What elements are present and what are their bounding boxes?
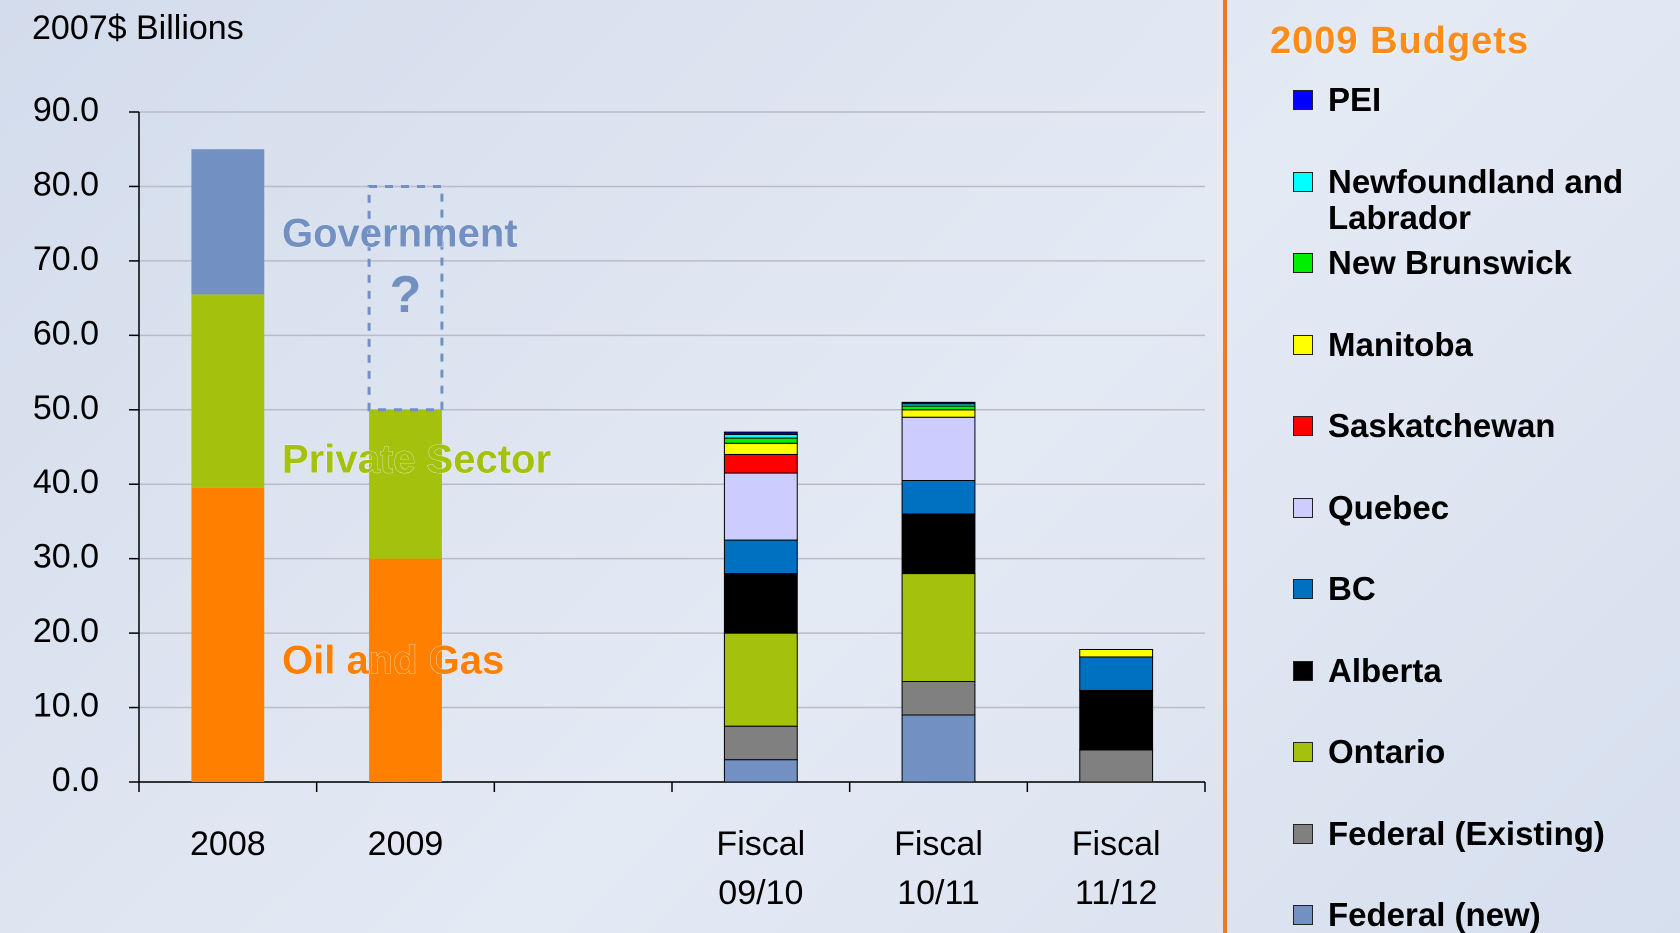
bar-segment bbox=[723, 453, 798, 474]
legend-swatch bbox=[1293, 497, 1313, 518]
legend-label: Alberta bbox=[1328, 651, 1442, 689]
legend-swatch bbox=[1293, 742, 1313, 762]
bar-segment bbox=[901, 405, 976, 411]
y-tick-label: 40.0 bbox=[33, 463, 99, 501]
legend-item: Newfoundland and Labrador bbox=[1293, 162, 1678, 237]
bar-segment bbox=[723, 442, 798, 455]
y-tick-label: 0.0 bbox=[52, 761, 99, 799]
bar-segment bbox=[901, 480, 976, 515]
legend-swatch bbox=[1293, 823, 1313, 844]
legend-label: Newfoundland and Labrador bbox=[1328, 162, 1624, 236]
bar-segment bbox=[191, 294, 265, 488]
legend-swatch bbox=[1293, 253, 1313, 273]
bar-segment bbox=[901, 409, 976, 418]
legend-item: New Brunswick bbox=[1293, 244, 1678, 281]
legend-label: BC bbox=[1328, 570, 1376, 607]
bar-segment bbox=[1079, 656, 1154, 691]
bar-segment bbox=[723, 759, 798, 783]
legend-swatch bbox=[1293, 579, 1313, 599]
legend-label: Federal (Existing) bbox=[1328, 814, 1605, 852]
series-label: Government bbox=[282, 212, 518, 256]
y-tick-label: 80.0 bbox=[33, 165, 99, 203]
legend-label: PEI bbox=[1328, 81, 1382, 118]
bar-segment bbox=[901, 416, 976, 482]
bar-segment bbox=[723, 472, 798, 541]
legend-swatch bbox=[1293, 660, 1313, 681]
legend-item: BC bbox=[1293, 570, 1678, 607]
legend-label: Federal (new) bbox=[1328, 896, 1541, 933]
bar-segment bbox=[1079, 648, 1154, 658]
bar-segment bbox=[723, 632, 798, 727]
legend-item: Alberta bbox=[1293, 651, 1678, 689]
y-tick-label: 70.0 bbox=[33, 240, 99, 278]
series-label: Oil and Gas bbox=[282, 639, 504, 683]
x-tick-label: Fiscal 09/10 bbox=[716, 825, 806, 913]
y-tick-label: 30.0 bbox=[33, 538, 99, 576]
legend-label: Saskatchewan bbox=[1328, 407, 1556, 444]
legend-item: PEI bbox=[1293, 81, 1678, 118]
bar-segment bbox=[901, 573, 976, 682]
legend-swatch bbox=[1293, 905, 1313, 925]
bar-segment bbox=[723, 437, 798, 444]
legend-label: New Brunswick bbox=[1328, 244, 1572, 281]
bar-segment bbox=[723, 573, 798, 634]
legend-label: Quebec bbox=[1328, 488, 1450, 526]
bar-segment bbox=[901, 681, 976, 716]
legend-item: Federal (new) bbox=[1293, 896, 1678, 933]
legend-item: Quebec bbox=[1293, 488, 1678, 526]
legend-item: Manitoba bbox=[1293, 325, 1678, 363]
bar-segment bbox=[723, 431, 798, 435]
y-axis-label: 2007$ Billions bbox=[32, 9, 244, 47]
bar-segment bbox=[723, 433, 798, 439]
legend-item: Federal (Existing) bbox=[1293, 814, 1678, 852]
x-tick-label: Fiscal 11/12 bbox=[1071, 825, 1161, 913]
bar-segment bbox=[901, 714, 976, 783]
bar-segment bbox=[723, 725, 798, 761]
series-label: Private Sector bbox=[282, 438, 551, 482]
bar-segment bbox=[901, 513, 976, 575]
y-tick-label: 50.0 bbox=[33, 389, 99, 427]
x-tick-label: Fiscal 10/11 bbox=[894, 825, 983, 913]
legend-label: Manitoba bbox=[1328, 325, 1473, 363]
y-tick-label: 60.0 bbox=[33, 314, 99, 352]
bar-segment bbox=[191, 487, 265, 782]
bar-segment bbox=[901, 401, 976, 405]
bar-segment bbox=[1079, 689, 1154, 751]
legend-swatch bbox=[1293, 334, 1313, 355]
x-tick-label: 2008 bbox=[190, 825, 266, 863]
bar-segment bbox=[723, 539, 798, 575]
legend-swatch bbox=[1293, 171, 1313, 192]
legend-item: Ontario bbox=[1293, 733, 1678, 770]
legend-swatch bbox=[1293, 90, 1313, 110]
y-tick-label: 10.0 bbox=[33, 687, 99, 725]
y-tick-label: 90.0 bbox=[33, 91, 99, 129]
bar-segment bbox=[191, 149, 265, 295]
legend-title: 2009 Budgets bbox=[1270, 20, 1530, 62]
legend-label: Ontario bbox=[1328, 733, 1446, 770]
legend-swatch bbox=[1293, 416, 1313, 436]
bar-segment bbox=[1079, 749, 1154, 783]
y-tick-label: 20.0 bbox=[33, 612, 99, 650]
x-tick-label: 2009 bbox=[367, 825, 444, 863]
bar-segment bbox=[369, 558, 442, 782]
legend-item: Saskatchewan bbox=[1293, 407, 1678, 444]
bar-segment bbox=[369, 409, 442, 559]
annotation-text: ? bbox=[390, 266, 422, 324]
annotation-box bbox=[367, 184, 444, 412]
